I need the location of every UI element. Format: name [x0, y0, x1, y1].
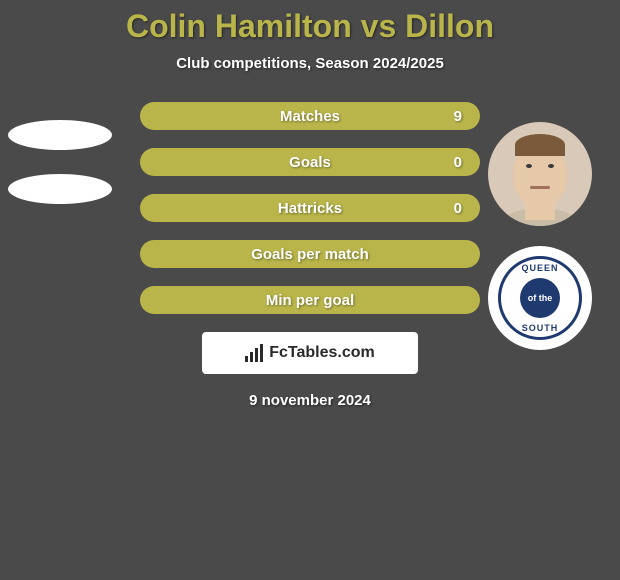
stat-bar-goals: Goals 0: [140, 148, 480, 176]
stat-label: Hattricks: [278, 200, 342, 217]
stat-value: 9: [454, 108, 462, 125]
stat-label: Goals per match: [251, 246, 369, 263]
date-line: 9 november 2024: [0, 392, 620, 409]
stat-bar-goals-per-match: Goals per match: [140, 240, 480, 268]
stat-label: Goals: [289, 154, 331, 171]
header: Colin Hamilton vs Dillon Club competitio…: [0, 0, 620, 72]
stat-row: Min per goal: [0, 286, 620, 314]
stat-bar-matches: Matches 9: [140, 102, 480, 130]
stat-row: Goals per match: [0, 240, 620, 268]
page-title: Colin Hamilton vs Dillon: [0, 8, 620, 45]
page-subtitle: Club competitions, Season 2024/2025: [0, 55, 620, 72]
club-text-bottom: SOUTH: [522, 323, 559, 333]
stat-label: Min per goal: [266, 292, 354, 309]
stat-row: Hattricks 0: [0, 194, 620, 222]
stat-value: 0: [454, 200, 462, 217]
stats-area: Matches 9 Goals 0 Hattricks 0 Goals per …: [0, 102, 620, 314]
stat-bar-min-per-goal: Min per goal: [140, 286, 480, 314]
fctables-brand-text: FcTables.com: [269, 344, 375, 362]
footer-banner: FcTables.com: [202, 332, 418, 374]
stat-row: Matches 9: [0, 102, 620, 130]
stat-bar-hattricks: Hattricks 0: [140, 194, 480, 222]
stat-row: Goals 0: [0, 148, 620, 176]
fctables-bars-icon: [245, 344, 263, 362]
stat-value: 0: [454, 154, 462, 171]
stat-label: Matches: [280, 108, 340, 125]
